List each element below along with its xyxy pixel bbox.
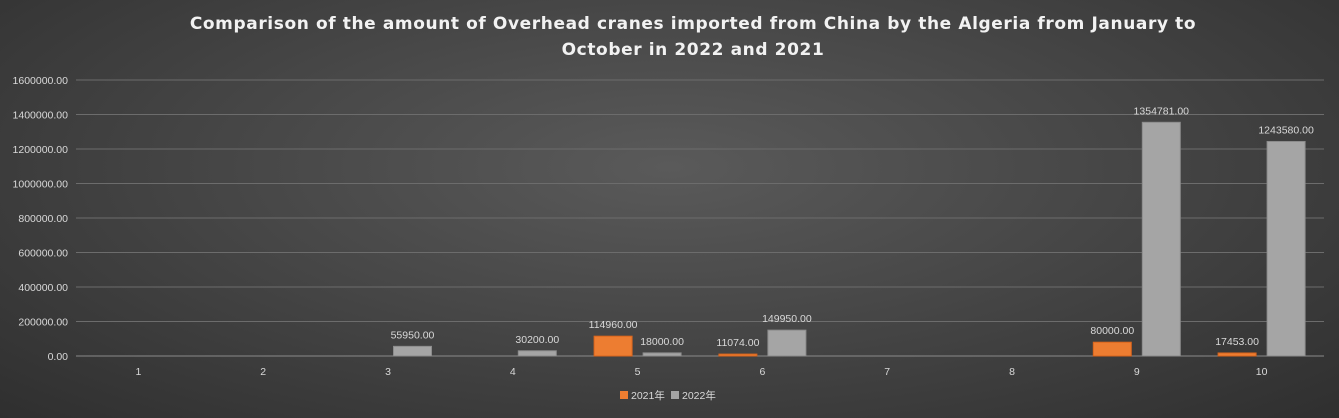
y-axis-tick-labels: 0.00 200000.00 400000.00 600000.00 800000.00… (13, 75, 69, 363)
legend-label: 2022年 (682, 389, 716, 402)
bars (393, 121, 1306, 357)
legend-label: 2021年 (631, 389, 665, 402)
x-tick-label: 9 (1134, 366, 1140, 378)
chart-title-line-2: October in 2022 and 2021 (562, 40, 825, 60)
x-tick-label: 2 (260, 366, 266, 378)
data-label: 55950.00 (391, 329, 435, 341)
data-label: 80000.00 (1090, 325, 1134, 337)
gridlines (76, 79, 1324, 357)
x-tick-label: 3 (385, 366, 391, 378)
bar-2022-month-4 (517, 350, 557, 357)
y-tick-label: 0.00 (48, 351, 69, 363)
x-tick-label: 10 (1256, 366, 1268, 378)
bar-2022-month-6 (767, 329, 807, 357)
x-tick-label: 8 (1009, 366, 1015, 378)
bar-2021-month-6 (718, 353, 758, 357)
data-label: 18000.00 (640, 336, 684, 348)
data-label: 1243580.00 (1258, 124, 1314, 136)
data-label: 114960.00 (589, 319, 638, 331)
data-label: 149950.00 (762, 313, 812, 325)
x-tick-label: 6 (759, 366, 765, 378)
legend: 2021年 2022年 (620, 389, 716, 402)
data-label: 11074.00 (716, 337, 759, 349)
y-tick-label: 1000000.00 (13, 179, 69, 191)
data-label: 17453.00 (1215, 336, 1259, 348)
x-tick-label: 7 (884, 366, 890, 378)
y-tick-label: 1200000.00 (13, 144, 69, 156)
y-tick-label: 400000.00 (18, 282, 68, 294)
y-tick-label: 1600000.00 (13, 75, 69, 87)
bar-2022-month-10 (1266, 140, 1306, 357)
y-tick-label: 600000.00 (18, 248, 68, 260)
bar-2021-month-5 (593, 335, 633, 357)
bar-2022-month-5 (642, 352, 682, 357)
bar-2021-month-10 (1217, 352, 1257, 357)
bar-2022-month-3 (393, 345, 432, 357)
bar-2022-month-9 (1141, 121, 1181, 357)
legend-swatch (671, 391, 679, 399)
legend-swatch (620, 391, 628, 399)
y-tick-label: 200000.00 (18, 317, 68, 329)
y-tick-label: 1400000.00 (13, 110, 69, 122)
y-tick-label: 800000.00 (18, 213, 68, 225)
bar-2021-month-9 (1092, 341, 1132, 357)
data-label: 1354781.00 (1134, 105, 1190, 117)
data-label: 30200.00 (515, 334, 559, 346)
x-tick-label: 1 (135, 366, 141, 378)
chart-title-line-1: Comparison of the amount of Overhead cra… (190, 14, 1196, 34)
x-tick-label: 4 (510, 366, 516, 378)
x-tick-label: 5 (635, 366, 641, 378)
chart-title: Comparison of the amount of Overhead cra… (190, 14, 1196, 60)
x-axis-tick-labels: 1 2 3 4 5 6 7 8 9 10 (135, 366, 1267, 378)
